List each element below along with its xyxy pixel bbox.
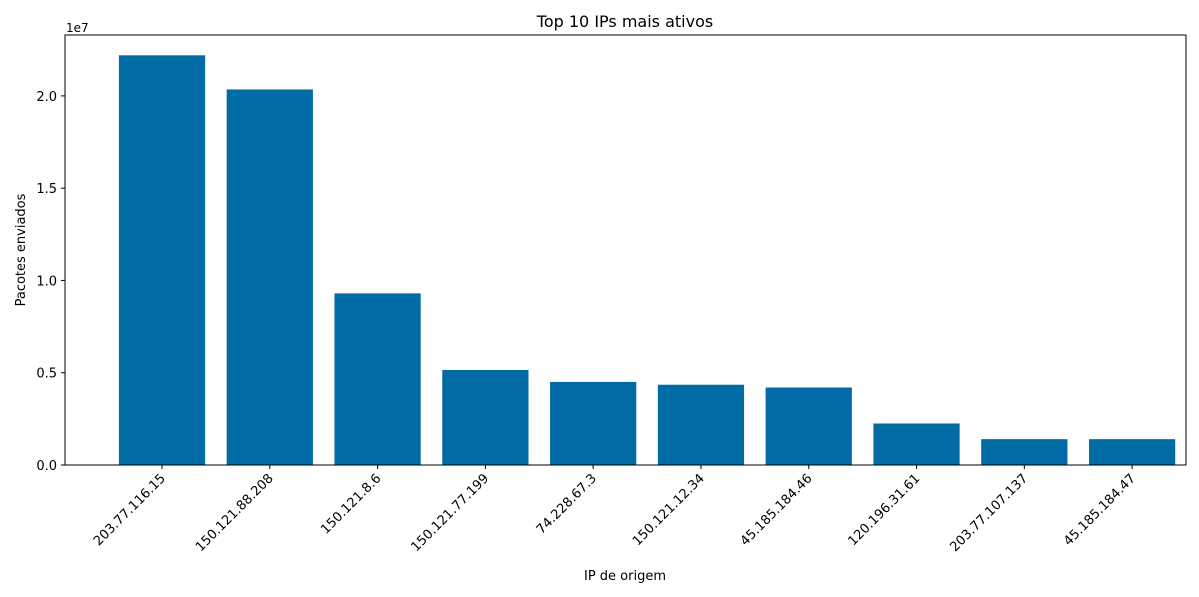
y-axis-ticks: 0.0 0.5 1.0 1.5 2.0 <box>36 90 65 474</box>
bar-45.185.184.47 <box>1088 439 1176 465</box>
y-axis-label: Pacotes enviados <box>14 193 29 306</box>
y-tick-label: 1.0 <box>36 274 57 289</box>
bars-group <box>118 55 1176 466</box>
bar-203.77.107.137 <box>981 439 1068 465</box>
bar-74.228.67.3 <box>550 381 637 465</box>
chart-title: Top 10 IPs mais ativos <box>536 12 713 31</box>
y-tick-label: 2.0 <box>36 90 57 105</box>
bar-150.121.88.208 <box>226 89 313 465</box>
bar-120.196.31.61 <box>873 423 960 465</box>
bar-150.121.12.34 <box>657 384 745 465</box>
bar-150.121.8.6 <box>334 293 421 465</box>
y-tick-label: 0.5 <box>36 367 57 382</box>
y-tick-label: 1.5 <box>36 182 57 197</box>
bar-45.185.184.46 <box>765 387 852 465</box>
x-axis-label: IP de origem <box>584 569 666 584</box>
plot-frame <box>64 34 1187 466</box>
y-tick-label: 0.0 <box>36 459 57 474</box>
bar-150.121.77.199 <box>442 369 529 465</box>
bar-203.77.116.15 <box>118 55 206 466</box>
y-axis-offset-label: 1e7 <box>66 21 89 35</box>
